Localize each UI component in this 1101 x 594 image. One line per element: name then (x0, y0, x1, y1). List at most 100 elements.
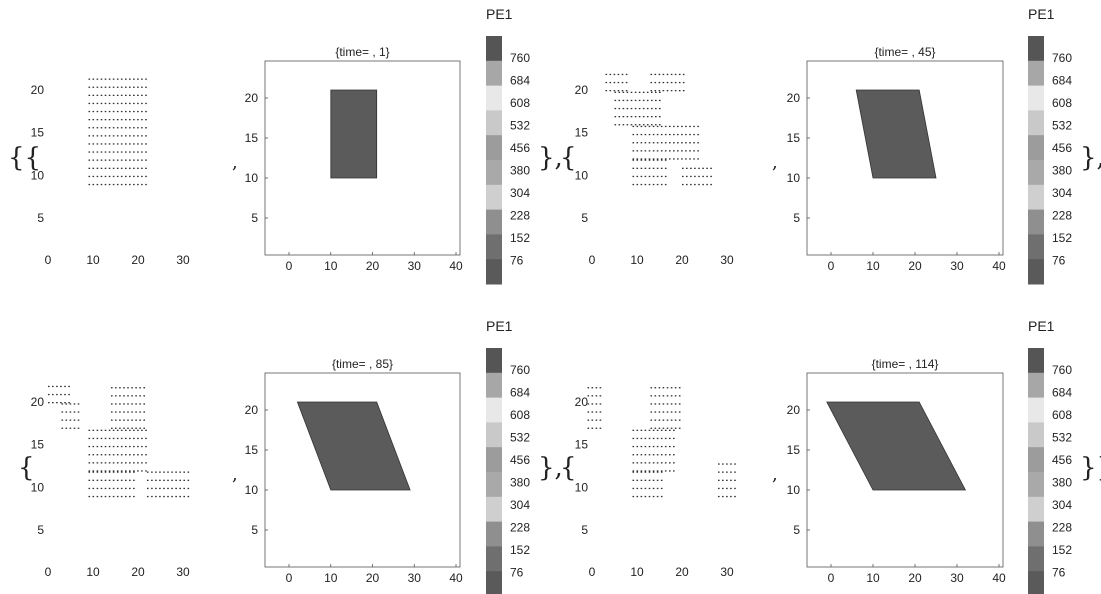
scatter-point (135, 419, 137, 421)
colorbar-swatch (486, 422, 502, 448)
scatter-point (175, 495, 177, 498)
scatter-point (145, 143, 147, 145)
scatter-point (659, 124, 661, 126)
scatter-point (650, 395, 653, 397)
scatter-point (656, 125, 659, 128)
scatter-point (145, 127, 147, 129)
scatter-point (116, 487, 119, 490)
scatter-point (133, 471, 135, 473)
scatter-point (119, 419, 121, 421)
scatter-point (88, 102, 91, 105)
scatter-point (632, 158, 635, 160)
scatter-point (632, 142, 635, 144)
scatter-point (630, 124, 633, 126)
scatter-point (137, 454, 139, 456)
scatter-point (100, 183, 103, 186)
scatter-point (112, 119, 115, 121)
scatter-point (638, 91, 641, 93)
colorbar-label: 760 (1052, 363, 1072, 377)
scatter-point (167, 479, 169, 481)
colorbar-label: 76 (1052, 254, 1066, 268)
scatter-point (68, 385, 70, 388)
scatter-point (104, 135, 107, 137)
scatter-point (120, 429, 123, 431)
scatter-point (145, 454, 147, 456)
scatter-point (636, 142, 639, 144)
scatter-point (135, 395, 137, 397)
scatter-point (147, 495, 149, 498)
scatter-point (664, 183, 667, 186)
y-tick-label: 10 (575, 168, 589, 182)
colorbar-swatch (1028, 546, 1044, 572)
scatter-point (706, 183, 708, 186)
scatter-point (167, 471, 169, 473)
scatter-point (644, 462, 647, 464)
scatter-point (632, 471, 635, 473)
scatter-point (660, 183, 663, 186)
scatter-point (670, 73, 673, 76)
scatter-point (88, 479, 91, 481)
scatter-point (640, 429, 643, 431)
scatter-point (618, 91, 621, 93)
scatter-point (100, 110, 103, 113)
scatter-point (92, 78, 95, 80)
colorbar-swatch (486, 36, 502, 62)
scatter-point (129, 487, 131, 490)
scatter-point (664, 125, 667, 128)
scatter-point (682, 183, 684, 186)
scatter-point (133, 119, 135, 121)
scatter-point (60, 385, 62, 388)
scatter-point (115, 387, 117, 389)
scatter-point (112, 78, 115, 80)
scatter-point (120, 454, 123, 456)
scatter-point (722, 463, 724, 465)
y-tick-label: 10 (31, 480, 45, 494)
scatter-point (137, 151, 139, 153)
colorbar-label: 456 (510, 453, 530, 467)
scatter-point (652, 142, 655, 144)
scatter-point (116, 159, 119, 161)
scatter-point (678, 73, 681, 76)
scatter-point (127, 387, 129, 389)
close-brace: }, (538, 453, 563, 483)
scatter-point (617, 73, 620, 76)
scatter-point (65, 419, 68, 421)
scatter-point (625, 90, 628, 92)
colorbar-label: 152 (510, 231, 530, 245)
scatter-point (674, 419, 677, 421)
scatter-point (139, 403, 141, 405)
scatter-point (636, 462, 639, 464)
scatter-point (123, 387, 125, 389)
scatter-point (664, 159, 667, 161)
scatter-point (669, 445, 671, 448)
scatter-point (656, 158, 659, 160)
scatter-point (69, 419, 72, 421)
scatter-point (644, 125, 647, 128)
scatter-point (673, 158, 675, 160)
scatter-point (677, 133, 679, 136)
scatter-point (702, 183, 704, 186)
scatter-point (96, 429, 99, 431)
scatter-point (108, 94, 111, 96)
scatter-point (127, 419, 129, 421)
scatter-point (137, 78, 139, 80)
scatter-point (648, 479, 651, 481)
colorbar-3: PE1 760 684 608 532 456 380 304 228 152 76 (1028, 6, 1072, 285)
scatter-point (167, 487, 169, 490)
scatter-point (139, 411, 141, 413)
scatter-point (682, 167, 684, 169)
scatter-point (92, 110, 95, 113)
scatter-point (104, 110, 107, 113)
scatter-point (69, 411, 72, 413)
scatter-point (632, 487, 635, 490)
scatter-point (662, 90, 665, 92)
scatter-point (139, 419, 141, 421)
colorbar-5: PE1 760 684 608 532 456 380 304 228 152 76 (486, 318, 530, 594)
scatter-point (108, 471, 111, 473)
colorbar-swatch (486, 234, 502, 260)
scatter-point (654, 90, 657, 92)
scatter-point (108, 159, 111, 161)
scatter-point (656, 487, 659, 490)
scatter-point (642, 99, 645, 102)
scatter-point (141, 454, 143, 456)
